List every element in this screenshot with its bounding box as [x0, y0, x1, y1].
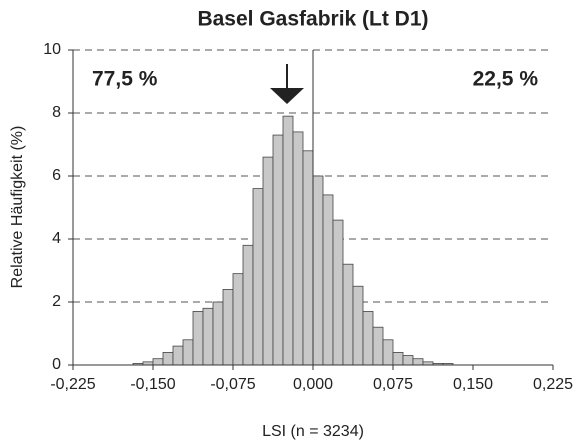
x-tick-label: -0,225 — [50, 376, 95, 393]
bar — [202, 307, 214, 366]
bar — [372, 326, 384, 366]
bar — [382, 339, 394, 366]
x-axis-label: LSI (n = 3234) — [262, 423, 364, 440]
bar — [172, 345, 184, 366]
bar — [312, 175, 324, 366]
bar — [262, 156, 274, 366]
x-tick-label: 0,225 — [533, 376, 573, 393]
x-tick-label: 0,150 — [453, 376, 493, 393]
annotation: 22,5 % — [473, 68, 539, 91]
y-tick-label: 4 — [52, 230, 61, 247]
bar — [162, 351, 174, 366]
x-tick-label: -0,075 — [210, 376, 255, 393]
bar — [412, 358, 424, 366]
annotation: 77,5 % — [92, 68, 158, 91]
y-tick-label: 0 — [52, 356, 61, 373]
bar — [322, 194, 334, 366]
bar — [272, 134, 284, 366]
bar — [222, 288, 234, 366]
arrow-head — [270, 88, 304, 104]
bar — [302, 150, 314, 366]
bar — [362, 311, 374, 366]
bar — [402, 355, 414, 366]
bar — [182, 339, 194, 366]
bar — [152, 358, 164, 366]
bar — [392, 351, 404, 366]
x-tick-label: -0,150 — [130, 376, 175, 393]
y-axis-label: Relative Häufigkeit (%) — [9, 126, 26, 289]
bar — [242, 244, 254, 366]
x-tick-label: 0,000 — [293, 376, 333, 393]
y-tick-label: 2 — [52, 293, 61, 310]
y-tick-label: 10 — [43, 41, 61, 58]
bar — [342, 263, 354, 366]
y-tick-label: 6 — [52, 167, 61, 184]
bar — [282, 115, 294, 366]
bar — [212, 301, 224, 366]
bar — [352, 285, 364, 366]
y-tick-label: 8 — [52, 104, 61, 121]
bar — [192, 311, 204, 366]
chart-title: Basel Gasfabrik (Lt D1) — [197, 8, 428, 31]
x-tick-label: 0,075 — [373, 376, 413, 393]
bar — [232, 273, 244, 366]
bar — [332, 219, 344, 366]
bar — [292, 131, 304, 366]
bar — [252, 188, 264, 366]
